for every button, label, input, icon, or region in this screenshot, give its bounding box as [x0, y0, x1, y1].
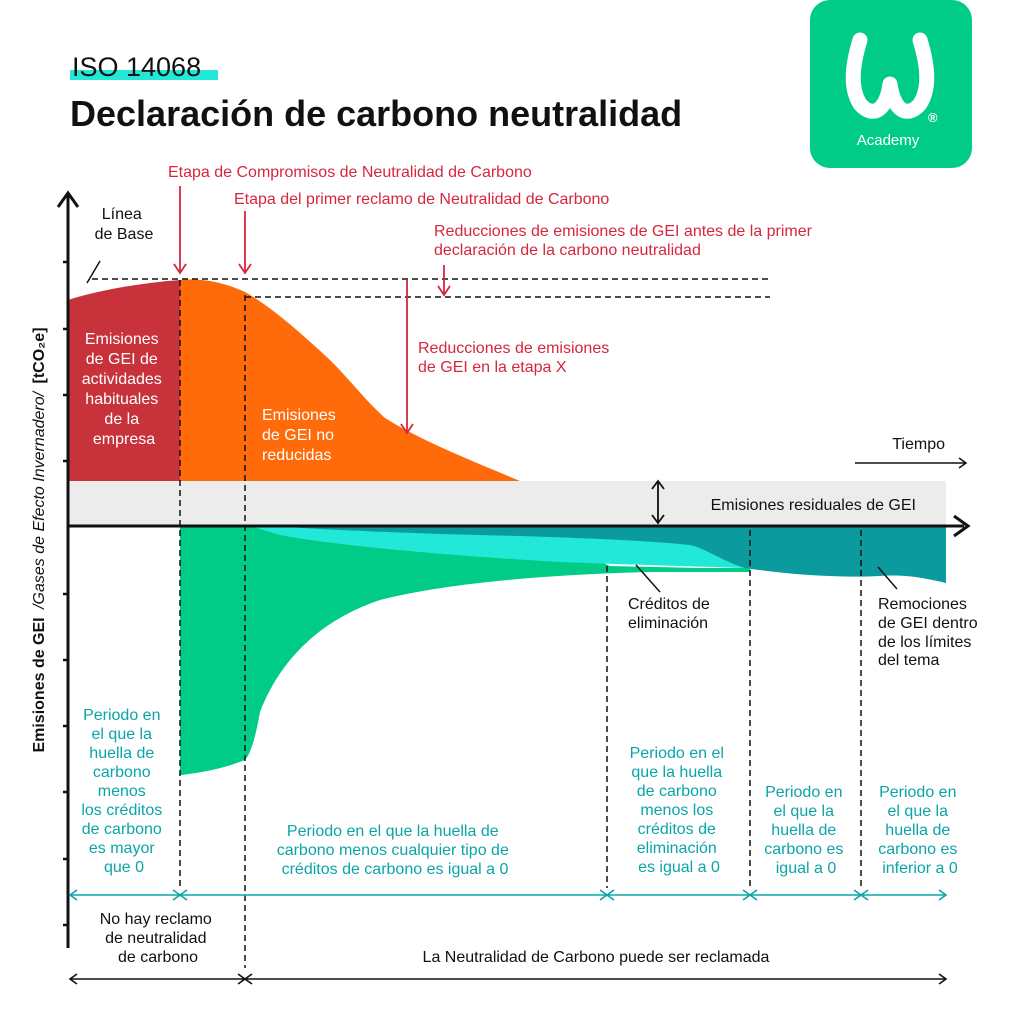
logo-mark-icon	[845, 32, 935, 119]
removal-credits-label: Créditos de eliminación	[628, 596, 714, 632]
logo-registered: ®	[928, 110, 938, 125]
commitment-stage-label: Etapa de Compromisos de Neutralidad de C…	[168, 164, 532, 181]
period-2-text: Periodo en el que la huella de carbono m…	[277, 823, 514, 878]
habitual-emissions-label: Emisiones de GEI de actividades habitual…	[82, 331, 167, 448]
residual-band	[68, 481, 946, 526]
period-4-text: Periodo en el que la huella de carbono e…	[764, 784, 848, 877]
y-axis	[56, 190, 80, 948]
claimable-label: La Neutralidad de Carbono puede ser recl…	[423, 949, 770, 966]
dashed-lines	[92, 278, 862, 968]
time-arrow	[855, 457, 968, 469]
standard-label: ISO 14068	[72, 52, 201, 82]
removals-label: Remociones de GEI dentro de los límites …	[878, 596, 982, 669]
green-negative-area	[180, 526, 750, 775]
habitual-emissions-area	[68, 280, 180, 481]
reductions-stage-label: Reducciones de emisiones de GEI en la et…	[418, 340, 614, 376]
y-axis-ticks	[63, 260, 68, 927]
claim-range-arrows	[68, 973, 948, 985]
unreduced-emissions-area	[180, 279, 520, 481]
period-5-text: Periodo en el que la huella de carbono e…	[878, 784, 962, 877]
standard-highlight	[70, 70, 218, 80]
no-claim-label: No hay reclamo de neutralidad de carbono	[100, 911, 217, 966]
y-axis-label-main: Emisiones de GEI	[31, 617, 48, 752]
x-axis-label: Tiempo	[892, 436, 945, 453]
first-claim-stage-label: Etapa del primer reclamo de Neutralidad …	[234, 191, 609, 208]
x-axis	[68, 514, 971, 538]
y-axis-label-sub: /Gases de Efecto Invernadero/	[31, 390, 48, 610]
logo-text: Academy	[857, 132, 920, 149]
period-1-text: Periodo en el que la huella de carbono m…	[81, 707, 166, 876]
residual-arrow	[651, 479, 665, 525]
logo: ® Academy	[810, 0, 972, 168]
residual-emissions-label: Emisiones residuales de GEI	[711, 497, 916, 514]
y-axis-label-unit: [tCO₂e]	[31, 327, 48, 383]
removal-credits-pointer	[635, 564, 661, 593]
reductions-before-label: Reducciones de emisiones de GEI antes de…	[434, 223, 816, 259]
unreduced-emissions-label: Emisiones de GEI no reducidas	[262, 407, 340, 464]
period-range-arrows	[68, 889, 948, 901]
page-title: Declaración de carbono neutralidad	[70, 93, 682, 134]
annotation-arrows	[173, 186, 451, 435]
removals-pointer	[877, 566, 898, 590]
baseline-label: Línea de Base	[95, 206, 154, 243]
y-axis-label: Emisiones de GEI /Gases de Efecto Invern…	[31, 327, 48, 752]
period-3-text: Periodo en el que la huella de carbono m…	[630, 745, 729, 876]
removals-area	[270, 526, 946, 583]
baseline-pointer	[86, 260, 101, 284]
